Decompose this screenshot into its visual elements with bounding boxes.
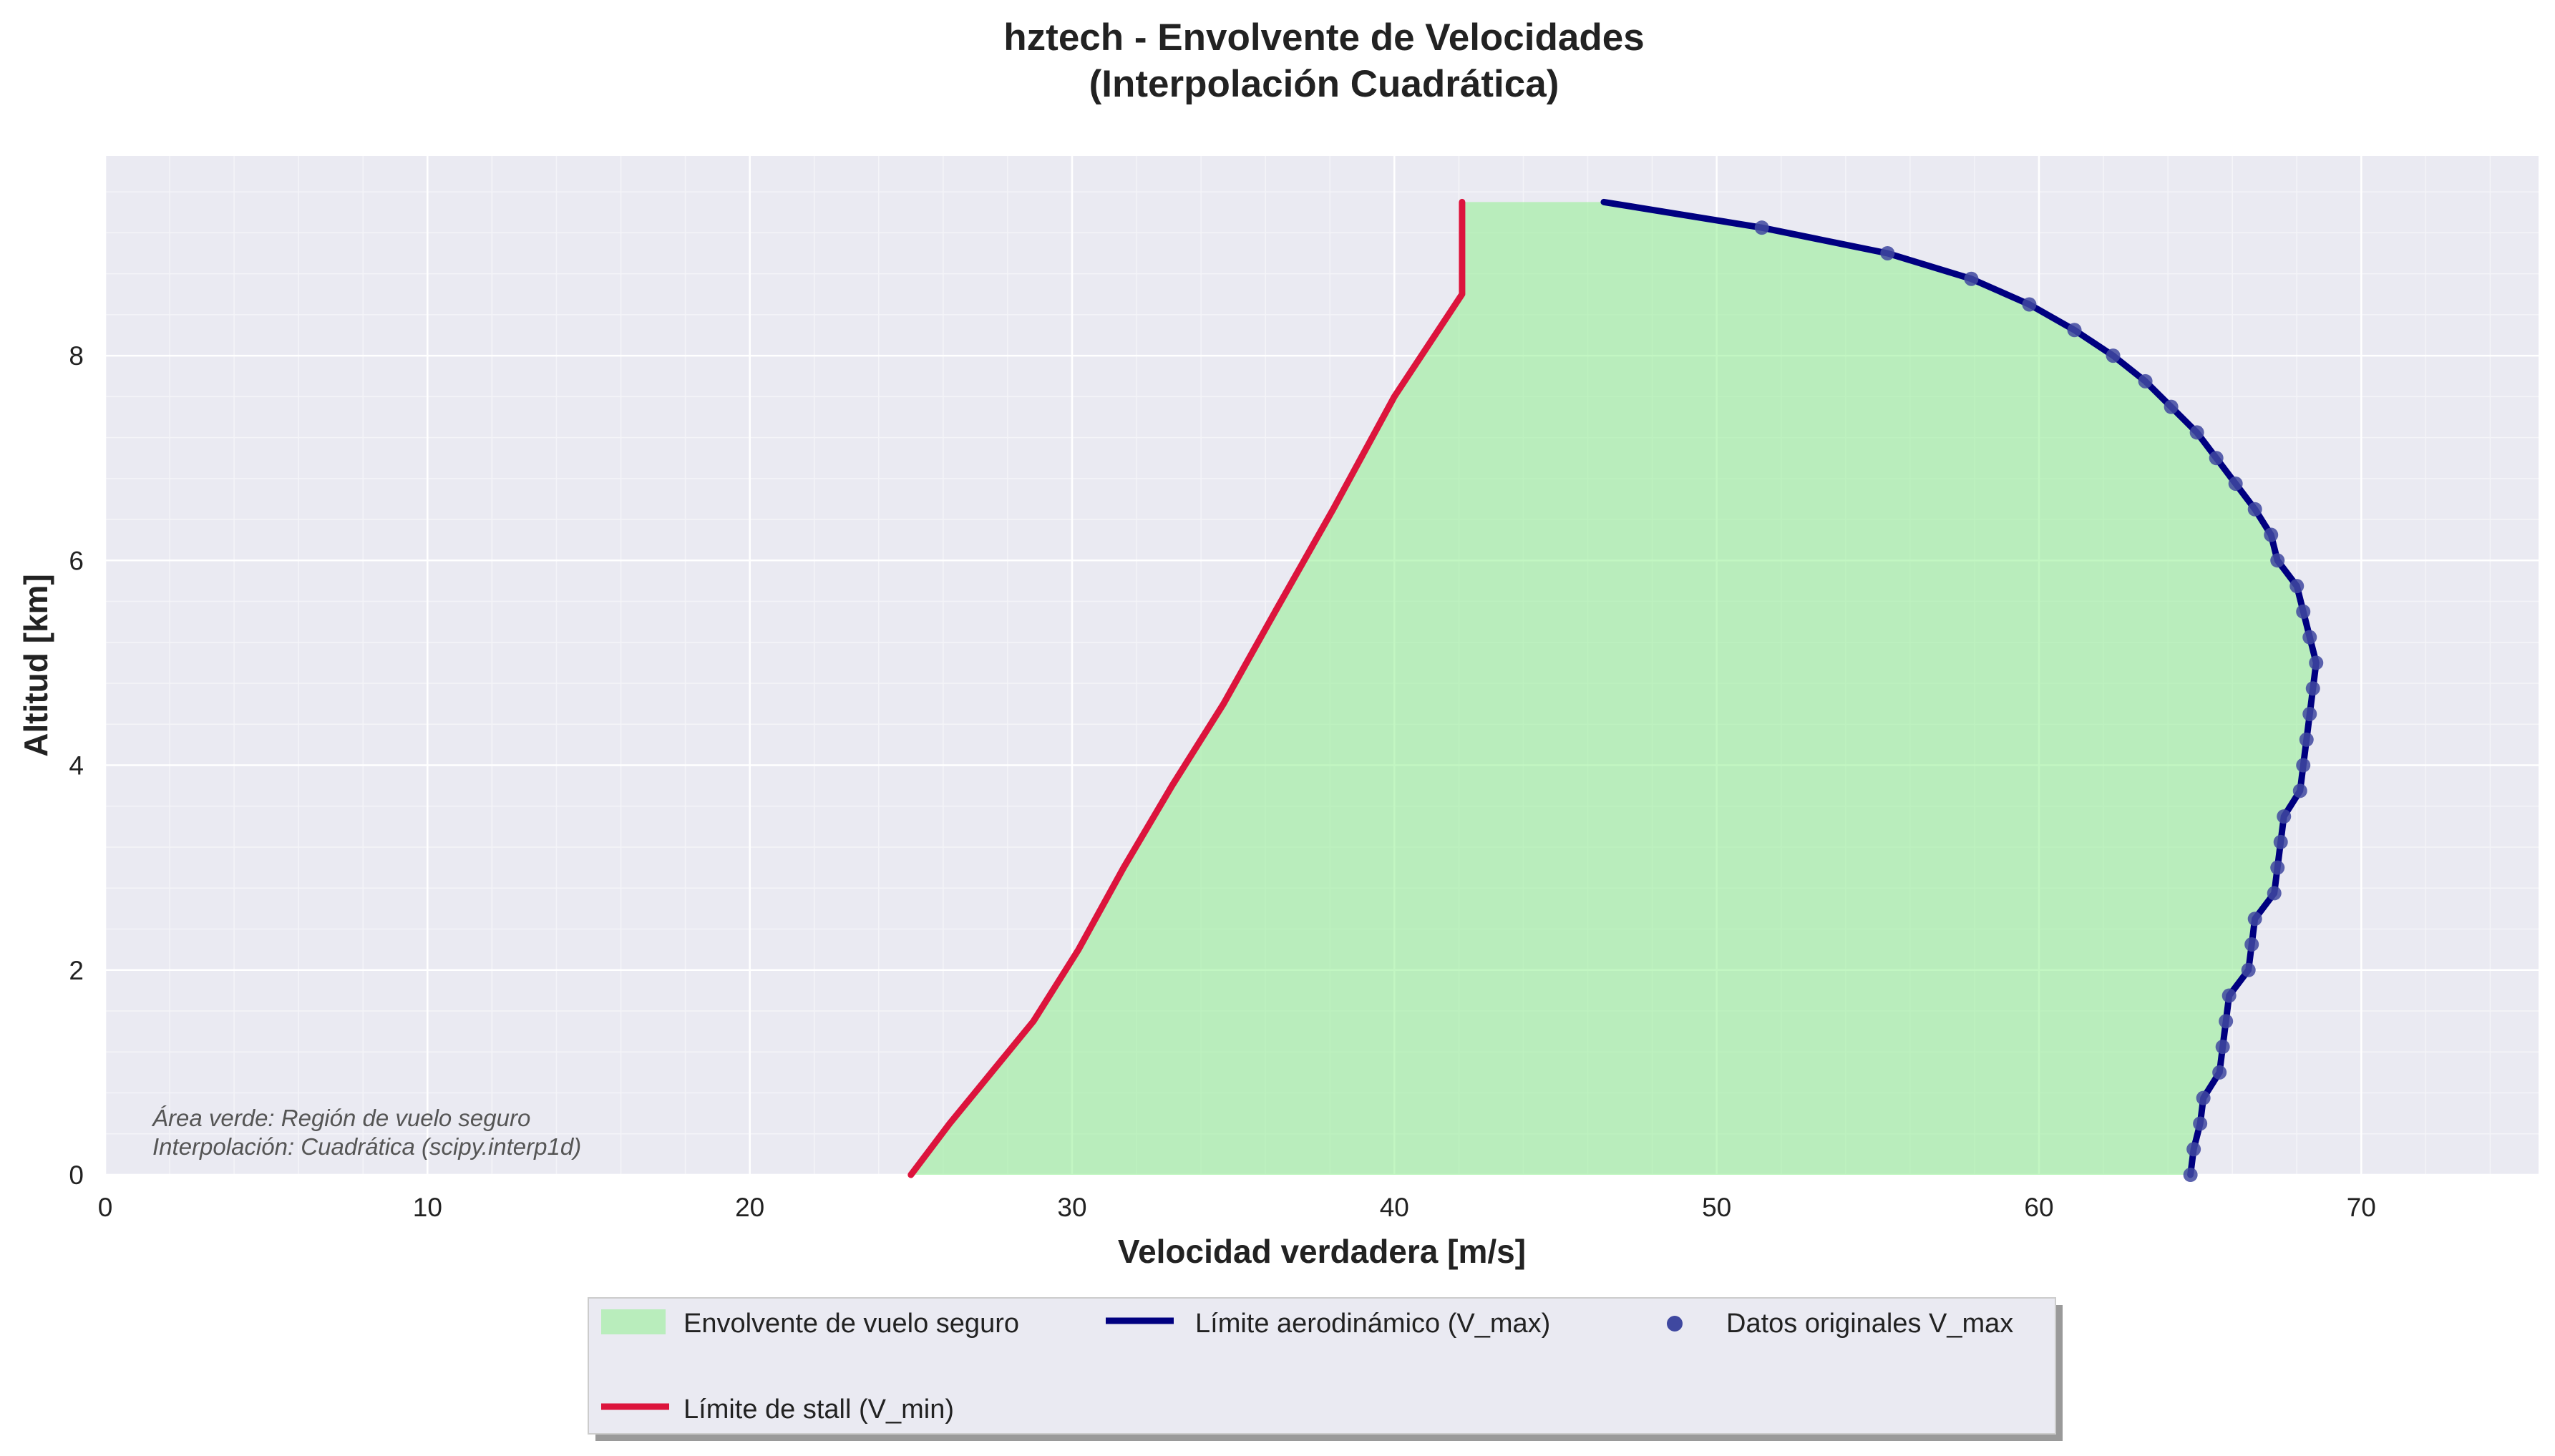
vmax-data-points [1754,220,2324,1182]
legend-stall-label: Límite de stall (V_min) [683,1394,954,1425]
vmax-data-point [2212,1065,2227,1080]
vmax-data-point [2209,451,2224,466]
vmax-data-point [2221,988,2237,1003]
legend-envelope-swatch [601,1309,666,1334]
x-tick-label: 10 [413,1193,442,1222]
legend-vmax-label: Límite aerodinámico (V_max) [1195,1309,1550,1339]
vmax-data-point [2228,476,2243,491]
vmax-data-point [2302,630,2317,645]
chart-subtitle: (Interpolación Cuadrática) [1089,63,1559,105]
vmax-data-point [1754,220,1769,235]
vmax-data-point [2138,373,2153,389]
vmax-data-point [2296,604,2311,619]
annotation-line-1: Área verde: Región de vuelo seguro [151,1105,530,1131]
legend-envelope-label: Envolvente de vuelo seguro [683,1309,1019,1339]
vmax-data-point [1880,245,1895,260]
x-tick-label: 60 [2024,1193,2053,1222]
vmax-data-point [2244,937,2259,952]
vmax-data-point [2273,834,2288,849]
vmax-data-point [2270,553,2285,568]
x-tick-label: 70 [2347,1193,2376,1222]
vmax-data-point [2219,1014,2234,1029]
x-axis-label: Velocidad verdadera [m/s] [1118,1233,1526,1270]
vmax-data-point [2193,1116,2208,1131]
vmax-data-point [2022,297,2037,312]
legend-points-swatch [1667,1316,1683,1332]
vmax-data-point [2296,758,2311,773]
legend-box [588,1297,2056,1435]
vmax-data-point [2302,706,2317,721]
vmax-data-point [2247,502,2262,517]
y-tick-label: 6 [69,546,84,575]
vmax-data-point [2292,783,2307,798]
vmax-data-point [2267,886,2282,901]
y-tick-label: 2 [69,956,84,985]
vmax-data-point [2247,912,2262,927]
x-tick-label: 40 [1380,1193,1409,1222]
vmax-data-point [2264,527,2279,542]
x-tick-label: 0 [98,1193,113,1222]
vmax-data-point [2241,962,2256,977]
vmax-data-point [2277,809,2292,824]
chart-title: hztech - Envolvente de Velocidades [1003,16,1644,59]
vmax-data-point [2183,1168,2198,1182]
safe-envelope-area [910,202,2317,1175]
vmax-data-point [2305,681,2320,696]
vmax-data-point [2299,732,2314,747]
legend-points-label: Datos originales V_max [1726,1309,2013,1339]
y-tick-label: 0 [69,1161,84,1190]
vmax-data-point [2186,1142,2201,1157]
vmax-data-point [2215,1040,2230,1055]
annotation-line-2: Interpolación: Cuadrática (scipy.interp1… [152,1133,581,1160]
vmax-data-point [2196,1090,2211,1105]
vmax-data-point [2270,860,2285,875]
vmax-data-point [2309,655,2324,670]
vmax-data-point [2289,579,2305,594]
vmax-data-point [2189,425,2204,440]
y-tick-label: 4 [69,751,84,781]
legend: Envolvente de vuelo seguro Límite aerodi… [588,1297,2063,1441]
x-tick-label: 50 [1702,1193,1731,1222]
stall-limit-line [907,198,1466,1178]
x-tick-label: 20 [735,1193,764,1222]
vmax-data-point [2164,399,2179,414]
y-tick-label: 8 [69,341,84,371]
vmax-data-point [2067,323,2082,338]
vmax-data-point [1964,271,1979,286]
y-axis-ticks: 0 2 4 6 8 [69,341,84,1190]
vmax-data-point [2106,348,2121,363]
y-axis-label: Altitud [km] [17,574,54,757]
x-axis-ticks: 0 10 20 30 40 50 60 70 [98,1193,2376,1222]
x-tick-label: 30 [1057,1193,1086,1222]
